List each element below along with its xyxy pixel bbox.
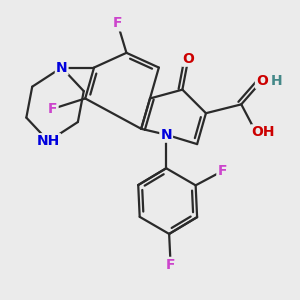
Text: O: O	[182, 52, 194, 66]
Text: OH: OH	[252, 125, 275, 139]
Text: O: O	[256, 74, 268, 88]
Text: F: F	[166, 258, 175, 272]
Text: F: F	[218, 164, 227, 178]
Text: N: N	[160, 128, 172, 142]
Text: NH: NH	[37, 134, 60, 148]
Text: N: N	[56, 61, 68, 75]
Text: F: F	[48, 102, 58, 116]
Text: H: H	[271, 74, 282, 88]
Text: F: F	[113, 16, 122, 30]
